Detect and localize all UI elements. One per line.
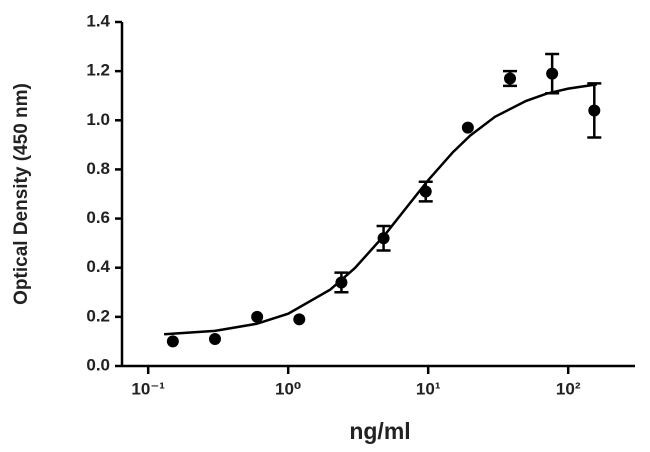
- y-axis-title: Optical Density (450 nm): [11, 83, 32, 305]
- y-tick-label: 0.4: [86, 257, 110, 276]
- data-point: [504, 72, 517, 85]
- y-tick-label: 0.8: [86, 159, 110, 178]
- data-point: [546, 67, 559, 80]
- y-tick-label: 1.2: [86, 61, 110, 80]
- y-tick-label: 0.0: [86, 355, 110, 374]
- x-axis-title: ng/ml: [349, 418, 410, 444]
- x-tick-label: 10⁻¹: [131, 379, 165, 398]
- y-tick-label: 0.6: [86, 208, 110, 227]
- y-tick-label: 1.4: [86, 11, 110, 30]
- data-point: [251, 310, 264, 323]
- data-point: [588, 104, 601, 117]
- fit-curve: [164, 83, 597, 336]
- y-tick-label: 0.2: [86, 306, 110, 325]
- data-point: [377, 232, 390, 245]
- data-point: [419, 185, 432, 198]
- x-tick-label: 10⁰: [275, 379, 301, 398]
- x-tick-label: 10¹: [416, 379, 441, 398]
- data-point: [208, 332, 221, 345]
- x-tick-label: 10²: [556, 379, 581, 398]
- data-point: [335, 276, 348, 289]
- y-tick-label: 1.0: [86, 110, 110, 129]
- data-point: [293, 313, 306, 326]
- data-point: [166, 335, 179, 348]
- data-point: [461, 121, 474, 134]
